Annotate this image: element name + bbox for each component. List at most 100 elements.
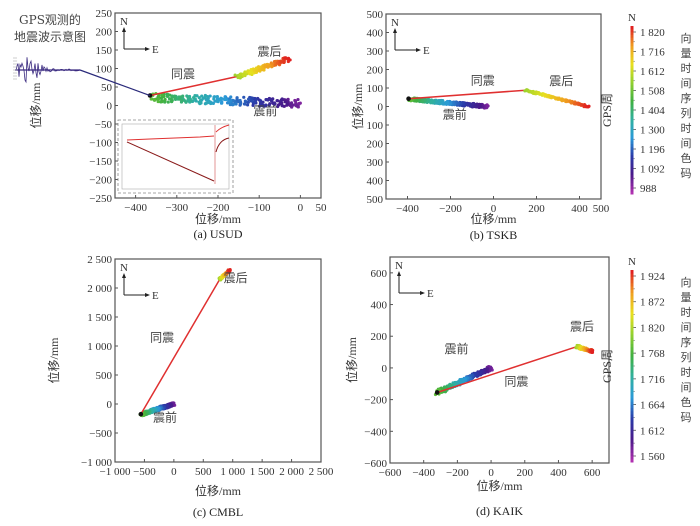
phase-annotation: 同震 [171, 67, 195, 81]
x-tick-label: −300 [165, 202, 188, 214]
colorbar-segment [630, 101, 634, 105]
colorbar-segment [630, 68, 634, 72]
y-axis-title: 位移/mm [46, 337, 61, 384]
colorbar-segment [630, 302, 634, 306]
colorbar-segment [630, 318, 634, 322]
colorbar-segment [630, 362, 634, 367]
preseismic-point [200, 94, 204, 98]
colorbar-segment [630, 449, 634, 453]
preseismic-point [250, 99, 254, 103]
colorbar-segment [630, 273, 634, 277]
preseismic-point [153, 98, 157, 102]
preseismic-point [272, 102, 276, 106]
preseismic-point [259, 103, 263, 107]
preseismic-point [296, 97, 300, 102]
panel-a: −400 −300 −200 −100 0 50 250 200 150 100 50 0 −50 −10… [13, 8, 327, 241]
colorbar-segment [630, 430, 634, 434]
preseismic-point [166, 100, 170, 104]
colorbar-segment [630, 289, 634, 293]
preseismic-point [258, 99, 263, 103]
preseismic-point [168, 93, 172, 97]
preseismic-point [295, 104, 299, 108]
y-tick-label: 500 [96, 370, 113, 382]
colorbar-segment [630, 174, 634, 178]
colorbar-segment [630, 73, 634, 77]
y-tick-label: 150 [96, 45, 113, 57]
colorbar-segment [630, 359, 634, 364]
postseismic-point [288, 58, 292, 62]
colorbar-segment [630, 414, 634, 418]
wave-caption-line1: GPS观测的 [19, 12, 81, 27]
colorbar-tick-label: 1 560 [640, 451, 665, 463]
y-tick-label: 400 [371, 300, 388, 312]
preseismic-point [265, 97, 269, 102]
postseismic-point [272, 59, 277, 64]
colorbar-tick-label: 1 664 [640, 400, 665, 412]
x-axis-title: 位移/mm [195, 483, 242, 498]
postseismic-point [587, 104, 591, 108]
y-tick-label: 200 [96, 27, 113, 39]
colorbar-segment [630, 37, 634, 41]
colorbar-segment [630, 168, 634, 173]
colorbar-segment [630, 433, 634, 437]
y-tick-label: −150 [89, 156, 112, 168]
colorbar-segment [630, 298, 634, 303]
colorbar-segment [630, 324, 634, 329]
y-tick-label: −200 [364, 395, 387, 407]
preseismic-point [234, 102, 238, 106]
phase-annotation: 震前 [253, 103, 277, 118]
colorbar-segment [630, 171, 634, 175]
y-tick-label: 50 [101, 82, 113, 94]
colorbar-tick-label: 1 612 [640, 425, 665, 437]
x-tick-label: −500 [133, 466, 156, 478]
colorbar-segment [630, 420, 634, 425]
preseismic-point [219, 101, 224, 105]
colorbar-side-char: 间 [681, 381, 692, 394]
colorbar-segment [630, 311, 634, 316]
preseismic-point [252, 100, 257, 104]
colorbar-segment [630, 378, 634, 383]
colorbar-segment [630, 59, 634, 63]
colorbar-segment [630, 138, 634, 142]
x-tick-label: 0 [488, 467, 494, 479]
colorbar-title: GPS周 [600, 93, 614, 127]
colorbar-side-char: 间 [681, 321, 692, 334]
colorbar-segment [630, 340, 634, 345]
inset-post-north [215, 124, 230, 133]
colorbar-segment [630, 270, 634, 274]
phase-annotation: 震后 [549, 74, 573, 88]
colorbar-segment [630, 314, 634, 319]
colorbar-segment [630, 436, 634, 441]
coseismic-line [408, 89, 526, 100]
preseismic-point [275, 99, 279, 103]
coseismic-line [149, 75, 237, 97]
preseismic-point [242, 95, 246, 99]
colorbar-segment [630, 93, 634, 97]
colorbar-side-char: 间 [681, 77, 692, 90]
preseismic-point [162, 94, 166, 99]
colorbar-tick-label: 988 [640, 183, 657, 195]
colorbar-segment [630, 308, 634, 313]
inset-inner-frame [121, 123, 230, 190]
panel-caption: (c) CMBL [193, 505, 243, 519]
preseismic-point [215, 99, 219, 103]
colorbar-segment [630, 135, 634, 139]
colorbar-segment [630, 45, 634, 49]
x-tick-label: 1 000 [220, 466, 245, 478]
east-arrow-icon [145, 47, 150, 51]
phase-annotation: 同震 [150, 330, 174, 344]
colorbar-segment [630, 70, 634, 75]
y-tick-label: 600 [371, 268, 388, 280]
y-tick-label: 100 [96, 64, 113, 76]
preseismic-point [429, 98, 434, 102]
y-tick-label: 0 [382, 363, 388, 375]
colorbar-segment [630, 372, 634, 377]
plot-frame [385, 13, 602, 200]
east-arrow-icon [416, 48, 421, 52]
preseismic-point [414, 99, 418, 103]
phase-annotation: 同震 [471, 73, 495, 87]
y-tick-label: 100 [367, 120, 384, 132]
colorbar-segment [630, 452, 634, 457]
colorbar-segment [630, 152, 634, 156]
